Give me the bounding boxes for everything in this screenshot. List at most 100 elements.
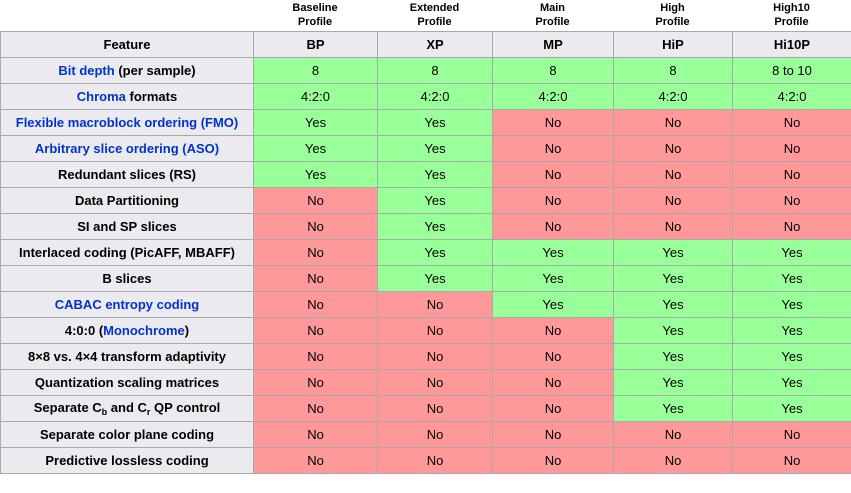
- feature-label: B slices: [0, 265, 254, 292]
- value-cell-yes: Yes: [613, 395, 733, 422]
- feature-link[interactable]: Arbitrary slice ordering (ASO): [34, 141, 220, 156]
- value-cell-no: No: [613, 421, 733, 448]
- value-cell-no: No: [492, 317, 614, 344]
- value-cell-no: No: [492, 109, 614, 136]
- table-row: B slices No Yes Yes Yes Yes: [0, 265, 851, 292]
- value-cell-yes: 4:2:0: [732, 83, 851, 110]
- value-cell-no: No: [492, 395, 614, 422]
- feature-label-text: (per sample): [114, 63, 196, 78]
- profile-name-label: High10 Profile: [773, 2, 810, 28]
- value-cell-no: No: [253, 187, 378, 214]
- table-row: SI and SP slices No Yes No No No: [0, 213, 851, 240]
- value-cell-no: No: [377, 421, 493, 448]
- table-row: Separate Cb and Cr QP control No No No Yes Ye…: [0, 395, 851, 422]
- value-cell-no: No: [732, 213, 851, 240]
- value-cell-yes: Yes: [492, 265, 614, 292]
- table-row: Chroma formats 4:2:0 4:2:0 4:2:0 4:2:0 4:2:0: [0, 83, 851, 110]
- profile-name-label: Extended Profile: [409, 2, 460, 28]
- value-cell-yes: 4:2:0: [492, 83, 614, 110]
- value-cell-yes: Yes: [377, 161, 493, 188]
- value-cell-yes: Yes: [377, 213, 493, 240]
- feature-label: 8×8 vs. 4×4 transform adaptivity: [0, 343, 254, 370]
- value-cell-yes: Yes: [613, 317, 733, 344]
- feature-link[interactable]: Monochrome: [103, 323, 185, 338]
- feature-label: Interlaced coding (PicAFF, MBAFF): [0, 239, 254, 266]
- table-row: Predictive lossless coding No No No No No: [0, 447, 851, 474]
- value-cell-no: No: [253, 369, 378, 396]
- value-cell-yes: 8: [377, 57, 493, 84]
- value-cell-no: No: [253, 447, 378, 474]
- value-cell-no: No: [732, 421, 851, 448]
- feature-label: 4:0:0 (Monochrome): [0, 317, 254, 344]
- feature-link[interactable]: Flexible macroblock ordering (FMO): [15, 115, 239, 130]
- table-row: Bit depth (per sample) 8 8 8 8 8 to 10: [0, 57, 851, 84]
- value-cell-no: No: [613, 161, 733, 188]
- value-cell-no: No: [492, 135, 614, 162]
- profile-table-body: Bit depth (per sample) 8 8 8 8 8 to 10 Chroma …: [0, 57, 851, 474]
- feature-label-text: Redundant slices (RS): [58, 167, 196, 182]
- feature-label-text: Quantization scaling matrices: [34, 375, 220, 390]
- value-cell-no: No: [492, 369, 614, 396]
- feature-label-text: QP control: [150, 400, 221, 415]
- value-cell-yes: 8: [253, 57, 378, 84]
- value-cell-yes: Yes: [253, 135, 378, 162]
- value-cell-no: No: [492, 161, 614, 188]
- value-cell-yes: Yes: [492, 239, 614, 266]
- feature-label: CABAC entropy coding: [0, 291, 254, 318]
- feature-column-header: Feature: [0, 31, 254, 58]
- subscript-text: b: [101, 407, 108, 417]
- value-cell-no: No: [377, 369, 493, 396]
- value-cell-no: No: [732, 161, 851, 188]
- feature-link[interactable]: CABAC entropy coding: [54, 297, 200, 312]
- profile-name-label: Main Profile: [535, 2, 570, 28]
- feature-label-text: Data Partitioning: [74, 193, 179, 208]
- feature-link[interactable]: Chroma: [76, 89, 126, 104]
- feature-label: Redundant slices (RS): [0, 161, 254, 188]
- feature-label: Arbitrary slice ordering (ASO): [0, 135, 254, 162]
- feature-label-text: 4:0:0 (: [64, 323, 104, 338]
- profile-names-row: Baseline Profile Extended Profile Main Pro…: [0, 0, 851, 31]
- profile-abbr-header: XP: [377, 31, 493, 58]
- value-cell-yes: Yes: [732, 317, 851, 344]
- top-labels-spacer: [0, 15, 253, 16]
- feature-link[interactable]: Bit depth: [58, 63, 115, 78]
- value-cell-no: No: [613, 187, 733, 214]
- value-cell-yes: Yes: [732, 395, 851, 422]
- value-cell-yes: Yes: [613, 265, 733, 292]
- feature-label: Flexible macroblock ordering (FMO): [0, 109, 254, 136]
- feature-label-text: Separate color plane coding: [39, 427, 215, 442]
- value-cell-yes: 8 to 10: [732, 57, 851, 84]
- value-cell-no: No: [492, 447, 614, 474]
- table-row: Separate color plane coding No No No No No: [0, 421, 851, 448]
- value-cell-no: No: [377, 317, 493, 344]
- value-cell-no: No: [377, 291, 493, 318]
- profile-name-label: Baseline Profile: [292, 2, 338, 28]
- value-cell-no: No: [732, 447, 851, 474]
- profile-abbr-header: MP: [492, 31, 614, 58]
- value-cell-no: No: [253, 213, 378, 240]
- feature-label: Bit depth (per sample): [0, 57, 254, 84]
- feature-label-text: 8×8 vs. 4×4 transform adaptivity: [28, 349, 226, 364]
- value-cell-yes: Yes: [732, 239, 851, 266]
- value-cell-yes: 4:2:0: [377, 83, 493, 110]
- table-header-row: Feature BP XP MP HiP Hi10P: [0, 31, 851, 58]
- value-cell-no: No: [253, 395, 378, 422]
- value-cell-yes: 4:2:0: [253, 83, 378, 110]
- table-row: 4:0:0 (Monochrome) No No No Yes Yes: [0, 317, 851, 344]
- feature-label-text: and C: [107, 400, 147, 415]
- feature-label-text: SI and SP slices: [77, 219, 177, 234]
- value-cell-no: No: [253, 317, 378, 344]
- value-cell-yes: 8: [492, 57, 614, 84]
- value-cell-no: No: [613, 135, 733, 162]
- value-cell-yes: Yes: [613, 343, 733, 370]
- feature-label-text: B slices: [102, 271, 152, 286]
- feature-label-text: ): [184, 323, 190, 338]
- profile-feature-table: Feature BP XP MP HiP Hi10P Bit depth (per sa…: [0, 31, 851, 474]
- value-cell-yes: 8: [613, 57, 733, 84]
- value-cell-yes: Yes: [732, 265, 851, 292]
- value-cell-yes: 4:2:0: [613, 83, 733, 110]
- value-cell-no: No: [732, 109, 851, 136]
- value-cell-yes: Yes: [732, 291, 851, 318]
- value-cell-yes: Yes: [732, 343, 851, 370]
- value-cell-yes: Yes: [377, 265, 493, 292]
